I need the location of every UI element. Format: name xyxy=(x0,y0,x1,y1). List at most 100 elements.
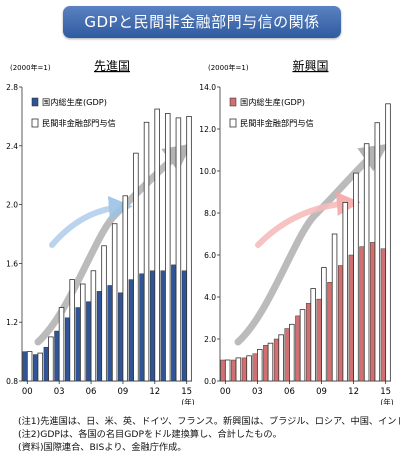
gdp-bar xyxy=(284,328,290,382)
notes: (注1)先進国は、日、米、英、ドイツ、フランス。新興国は、ブラジル、ロシア、中国… xyxy=(18,415,400,454)
gdp-bar xyxy=(149,270,156,382)
y-tick-label: 0.0 xyxy=(204,377,216,386)
gdp-bar xyxy=(96,291,102,382)
gdp-bar xyxy=(139,273,145,382)
x-tick-label: 06 xyxy=(86,387,97,397)
gdp-bar xyxy=(181,270,187,382)
page-title: GDPと民間非金融部門与信の関係 xyxy=(63,6,341,38)
gdp-bar xyxy=(252,353,258,382)
note-3: (資料)国際連合、BISより、金融庁作成。 xyxy=(18,442,187,453)
gdp-bar xyxy=(231,359,237,382)
gdp-bar xyxy=(171,264,177,382)
credit-bar xyxy=(90,270,97,382)
gdp-bar xyxy=(220,359,226,382)
y-tick-label: 2.0 xyxy=(6,201,18,210)
credit-bar xyxy=(101,245,107,382)
y-tick-label: 8.0 xyxy=(204,209,216,218)
trend-arrow-accent xyxy=(255,191,361,248)
x-tick-label: 12 xyxy=(348,387,359,397)
legend-label-credit: 民間非金融部門与信 xyxy=(240,118,314,128)
x-axis-label: (年) xyxy=(380,397,393,405)
legend-swatch-credit xyxy=(229,118,237,128)
legend-label-gdp: 国内総生産(GDP) xyxy=(42,97,107,107)
credit-bar xyxy=(111,223,118,382)
y-tick-label: 14.0 xyxy=(199,83,216,92)
credit-bar xyxy=(235,357,242,382)
x-tick-label: 09 xyxy=(316,387,327,397)
y-tick-label: 1.6 xyxy=(6,259,18,268)
credit-bar xyxy=(80,283,86,382)
note-1: (注1)先進国は、日、米、英、ドイツ、フランス。新興国は、ブラジル、ロシア、中国… xyxy=(18,416,400,427)
credit-bar xyxy=(133,152,139,382)
x-tick-label: 12 xyxy=(149,387,160,397)
credit-bar xyxy=(278,334,284,382)
x-tick-label: 09 xyxy=(118,387,129,397)
gdp-bar xyxy=(75,307,81,382)
chart-emerging: 新興国 (2000年=1) 0.0 2.0 4.0 6.0 8.0 10.0 12.0 14.0 0… xyxy=(199,58,393,405)
x-tick-label: 15 xyxy=(181,387,192,397)
credit-bar xyxy=(353,172,359,382)
credit-bar xyxy=(154,108,160,382)
gdp-bar xyxy=(295,315,301,382)
gdp-bar xyxy=(359,246,365,382)
credit-bar xyxy=(321,267,327,382)
x-axis-label: (年) xyxy=(181,397,194,405)
gdp-bar xyxy=(160,270,166,382)
credit-bar xyxy=(257,349,263,382)
gdp-bar xyxy=(54,330,60,382)
credit-bar xyxy=(26,351,33,382)
credit-bar xyxy=(246,355,252,382)
y-tick-label: 0.8 xyxy=(6,377,18,386)
credit-bar xyxy=(48,336,54,382)
credit-bar xyxy=(299,309,306,382)
gdp-bar xyxy=(305,303,312,382)
y-tick-label: 2.8 xyxy=(6,83,18,92)
legend-label-credit: 民間非金融部門与信 xyxy=(42,118,116,128)
gdp-bar xyxy=(64,317,71,382)
gdp-bar xyxy=(273,338,279,382)
credit-bar xyxy=(374,122,381,382)
y-tick-label: 2.0 xyxy=(204,335,216,344)
x-tick-label: 00 xyxy=(220,387,231,397)
unit-label: (2000年=1) xyxy=(10,63,51,72)
credit-bar xyxy=(58,307,65,382)
gdp-bar xyxy=(107,285,113,382)
credit-bar xyxy=(186,116,192,382)
gdp-bar xyxy=(263,345,269,382)
y-tick-label: 10.0 xyxy=(199,167,216,176)
gdp-bar xyxy=(22,351,28,382)
x-tick-label: 06 xyxy=(284,387,295,397)
x-tick-label: 00 xyxy=(22,387,33,397)
gdp-bar xyxy=(338,265,344,382)
credit-bar xyxy=(342,202,349,382)
credit-bar xyxy=(363,143,370,382)
chart-title: 先進国 xyxy=(94,59,130,73)
legend-swatch-gdp xyxy=(229,97,237,107)
chart-title: 新興国 xyxy=(292,58,328,73)
credit-bar xyxy=(289,323,295,382)
gdp-bar xyxy=(380,248,386,382)
gdp-bar xyxy=(86,301,92,382)
gdp-bar xyxy=(370,242,376,382)
note-2: (注2)GDPは、各国の名目GDPをドル建換算し、合計したもの。 xyxy=(18,429,282,440)
gdp-bar xyxy=(241,357,247,382)
unit-label: (2000年=1) xyxy=(208,63,249,72)
legend-swatch-credit xyxy=(31,118,39,128)
credit-bar xyxy=(122,195,129,382)
credit-bar xyxy=(224,359,231,382)
gdp-bar xyxy=(118,292,124,382)
credit-bar xyxy=(331,233,338,382)
credit-bar xyxy=(267,342,274,382)
credit-bar xyxy=(385,103,391,382)
credit-bar xyxy=(37,352,44,382)
y-tick-label: 6.0 xyxy=(204,251,216,260)
credit-bar xyxy=(165,113,171,382)
x-tick-label: 03 xyxy=(252,387,263,397)
trend-arrow-accent xyxy=(49,196,133,248)
y-tick-label: 12.0 xyxy=(199,125,216,134)
credit-bar xyxy=(310,288,316,382)
credit-bar xyxy=(175,117,182,382)
chart-developed: 先進国 (2000年=1) 0.8 1.2 1.6 2.0 2.4 2.8 00 03 06 09 12… xyxy=(6,59,195,405)
gdp-bar xyxy=(348,254,354,382)
legend-swatch-gdp xyxy=(31,97,39,107)
